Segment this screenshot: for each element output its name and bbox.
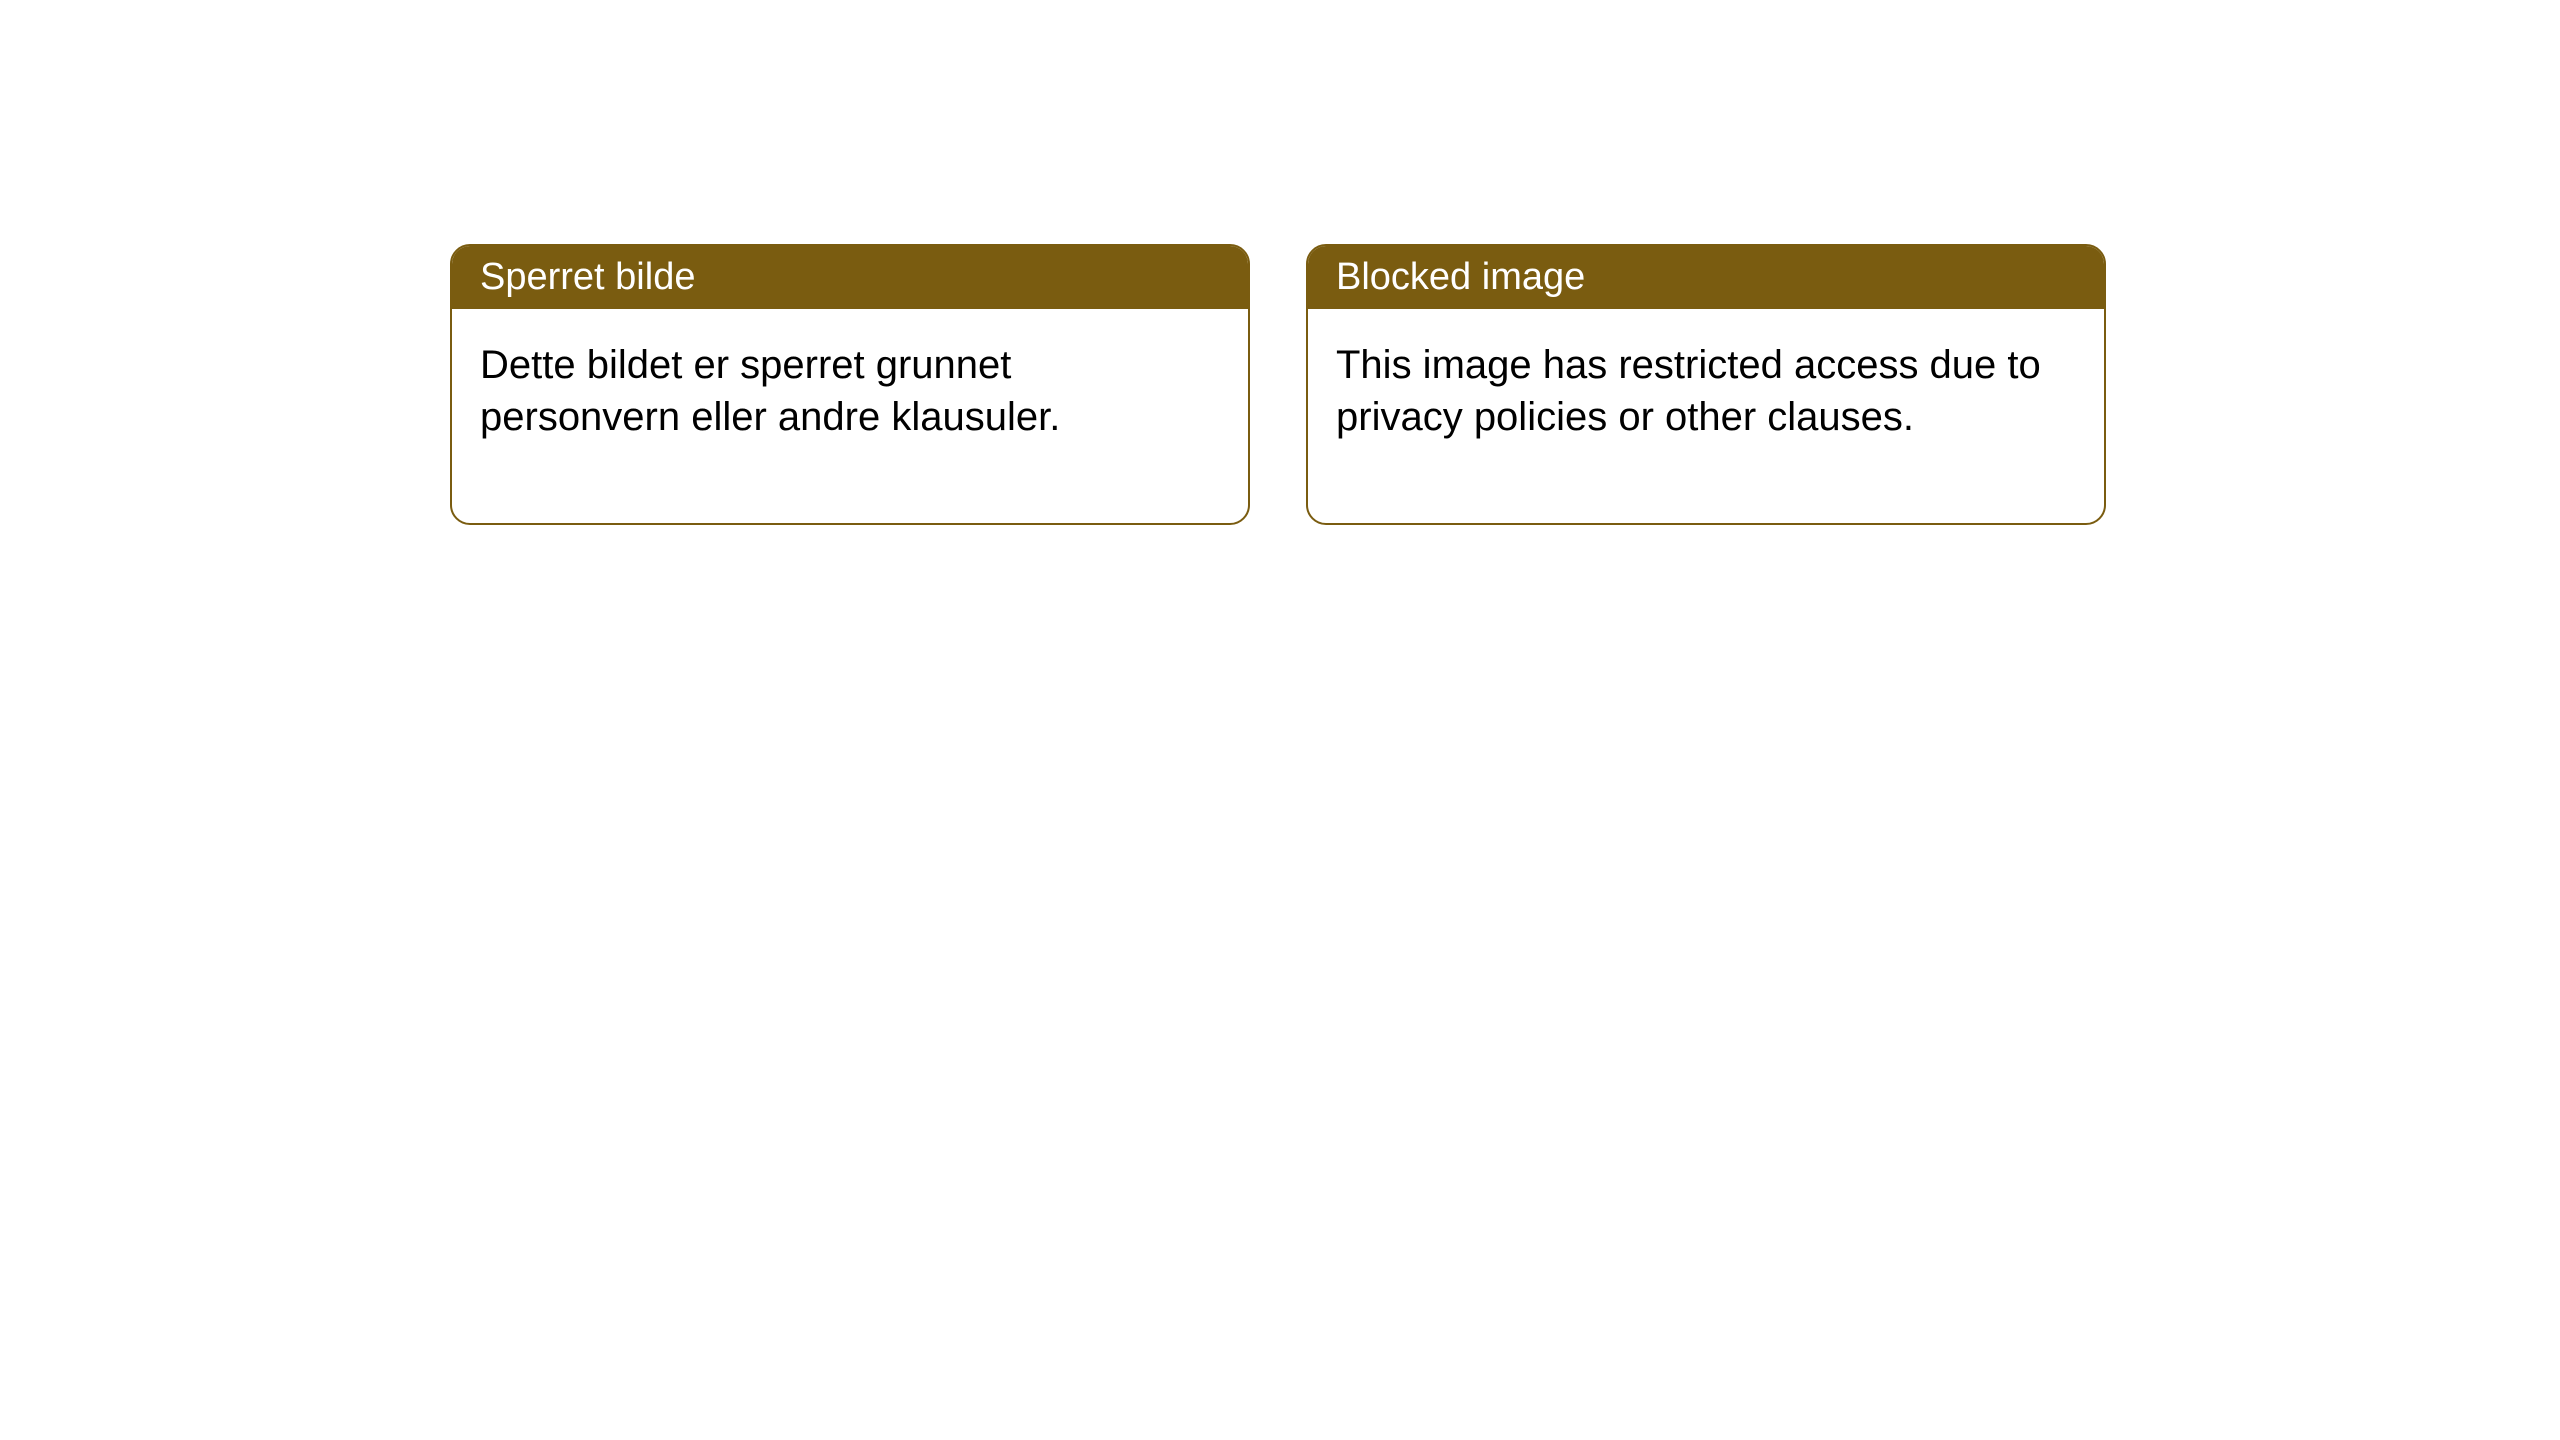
notice-body: Dette bildet er sperret grunnet personve…	[452, 309, 1248, 523]
notice-body: This image has restricted access due to …	[1308, 309, 2104, 523]
notice-header: Blocked image	[1308, 246, 2104, 309]
notice-container: Sperret bilde Dette bildet er sperret gr…	[450, 244, 2106, 525]
notice-card-english: Blocked image This image has restricted …	[1306, 244, 2106, 525]
notice-card-norwegian: Sperret bilde Dette bildet er sperret gr…	[450, 244, 1250, 525]
notice-header: Sperret bilde	[452, 246, 1248, 309]
